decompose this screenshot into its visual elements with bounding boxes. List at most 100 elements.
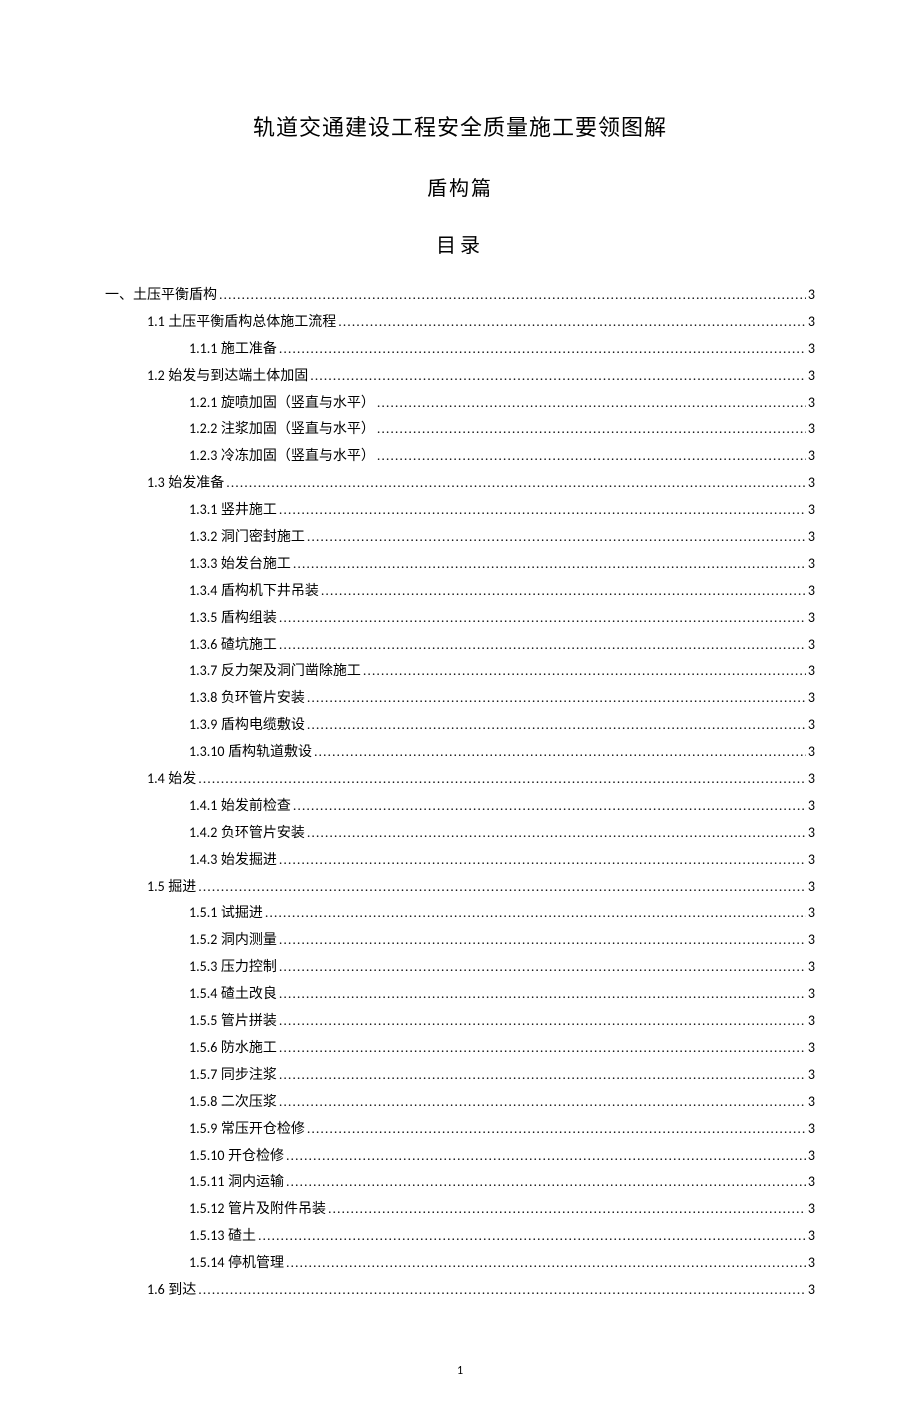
toc-leader-dots <box>226 471 806 497</box>
toc-entry-number: 1.3.4 <box>189 582 217 599</box>
toc-leader-dots <box>279 1009 806 1035</box>
toc-entry-label: 1.3.7 反力架及洞门凿除施工 <box>189 658 361 685</box>
toc-leader-dots <box>279 1036 806 1062</box>
toc-entry-number: 1.5.14 <box>189 1254 224 1271</box>
toc-entry-text: 始发 <box>165 772 197 787</box>
toc-entry-page: 3 <box>808 981 815 1007</box>
toc-leader-dots <box>377 391 806 417</box>
toc-entry-number: 1.2.2 <box>189 420 217 437</box>
toc-entry-page: 3 <box>808 551 815 577</box>
toc-entry-number: 1.6 <box>147 1281 165 1298</box>
toc-entry-number: 1.3.8 <box>189 689 217 706</box>
toc-row: 1.3.9 盾构电缆敷设3 <box>105 712 815 739</box>
toc-entry-page: 3 <box>808 847 815 873</box>
toc-entry-number: 1.3.2 <box>189 528 217 545</box>
toc-entry-label: 1.4.3 始发掘进 <box>189 847 277 874</box>
toc-entry-page: 3 <box>808 739 815 765</box>
toc-entry-text: 盾构轨道敷设 <box>224 745 312 760</box>
toc-entry-number: 1.4 <box>147 770 165 787</box>
toc-entry-page: 3 <box>808 874 815 900</box>
toc-entry-text: 反力架及洞门凿除施工 <box>217 664 361 679</box>
toc-entry-number: 1.5.10 <box>189 1147 224 1164</box>
toc-leader-dots <box>321 579 806 605</box>
toc-entry-label: 1.3.9 盾构电缆敷设 <box>189 712 305 739</box>
toc-leader-dots <box>328 1197 806 1223</box>
toc-entry-label: 1.5.3 压力控制 <box>189 954 277 981</box>
toc-entry-page: 3 <box>808 954 815 980</box>
toc-entry-page: 3 <box>808 900 815 926</box>
toc-row: 1.3.3 始发台施工3 <box>105 551 815 578</box>
toc-entry-page: 3 <box>808 1196 815 1222</box>
toc-entry-page: 3 <box>808 336 815 362</box>
toc-entry-label: 1.2.3 冷冻加固（竖直与水平） <box>189 443 375 470</box>
toc-entry-text: 盾构机下井吊装 <box>217 584 319 599</box>
toc-entry-text: 负环管片安装 <box>217 826 305 841</box>
doc-title-sub: 盾构篇 <box>105 172 815 201</box>
toc-entry-label: 1.2.1 旋喷加固（竖直与水平） <box>189 390 375 417</box>
toc-leader-dots <box>279 1090 806 1116</box>
toc-entry-page: 3 <box>808 632 815 658</box>
toc-row: 1.4.2 负环管片安装3 <box>105 820 815 847</box>
toc-entry-number: 1.5.3 <box>189 958 217 975</box>
toc-row: 1.6 到达3 <box>105 1277 815 1304</box>
toc-leader-dots <box>279 848 806 874</box>
doc-title-main: 轨道交通建设工程安全质量施工要领图解 <box>105 110 815 142</box>
toc-entry-label: 一、土压平衡盾构 <box>105 283 217 309</box>
toc-leader-dots <box>293 794 806 820</box>
toc-entry-page: 3 <box>808 685 815 711</box>
toc-entry-label: 1.5.11 洞内运输 <box>189 1169 284 1196</box>
toc-leader-dots <box>198 767 806 793</box>
toc-entry-number: 1.5.8 <box>189 1093 217 1110</box>
toc-row: 1.5.11 洞内运输 3 <box>105 1169 815 1196</box>
toc-row: 1.5.9 常压开仓检修3 <box>105 1116 815 1143</box>
toc-leader-dots <box>377 417 806 443</box>
toc-leader-dots <box>198 1278 806 1304</box>
toc-entry-label: 1.5.14 停机管理 <box>189 1250 284 1277</box>
toc-row: 1.5.7 同步注浆3 <box>105 1062 815 1089</box>
toc-entry-text: 试掘进 <box>217 906 263 921</box>
toc-entry-label: 1.5.4 碴土改良 <box>189 981 277 1008</box>
toc-entry-page: 3 <box>808 1089 815 1115</box>
toc-row: 1.3.7 反力架及洞门凿除施工 3 <box>105 658 815 685</box>
toc-entry-number: 1.5.2 <box>189 931 217 948</box>
toc-leader-dots <box>219 283 806 309</box>
toc-row: 1.2 始发与到达端土体加固3 <box>105 363 815 390</box>
toc-entry-text: 防水施工 <box>217 1041 277 1056</box>
toc-entry-text: 竖井施工 <box>217 503 277 518</box>
toc-row: 1.5 掘进3 <box>105 874 815 901</box>
toc-entry-page: 3 <box>808 282 815 308</box>
toc-entry-number: 1.5.6 <box>189 1039 217 1056</box>
toc-entry-label: 1.5.8 二次压浆 <box>189 1089 277 1116</box>
toc-entry-page: 3 <box>808 658 815 684</box>
toc-entry-page: 3 <box>808 578 815 604</box>
toc-entry-page: 3 <box>808 497 815 523</box>
toc-entry-label: 1.1 土压平衡盾构总体施工流程 <box>147 309 336 336</box>
toc-entry-text: 碴土 <box>224 1229 256 1244</box>
toc-entry-text: 掘进 <box>165 880 197 895</box>
toc-entry-text: 开仓检修 <box>224 1149 284 1164</box>
toc-row: 1.5.1 试掘进3 <box>105 900 815 927</box>
toc-row: 1.2.2 注浆加固（竖直与水平）3 <box>105 416 815 443</box>
toc-leader-dots <box>279 982 806 1008</box>
toc-entry-number: 1.5.5 <box>189 1012 217 1029</box>
toc-entry-page: 3 <box>808 605 815 631</box>
toc-row: 1.3.1 竖井施工3 <box>105 497 815 524</box>
toc-entry-page: 3 <box>808 1169 815 1195</box>
toc-entry-number: 1.5.11 <box>189 1173 224 1190</box>
toc-entry-label: 1.5.2 洞内测量 <box>189 927 277 954</box>
toc-leader-dots <box>286 1144 806 1170</box>
toc-entry-text: 盾构电缆敷设 <box>217 718 305 733</box>
toc-entry-number: 1.3.7 <box>189 662 217 679</box>
toc-leader-dots <box>279 498 806 524</box>
toc-entry-number: 1.3.9 <box>189 716 217 733</box>
toc-entry-text: 二次压浆 <box>217 1095 277 1110</box>
toc-leader-dots <box>310 364 806 390</box>
toc-entry-label: 1.3.5 盾构组装 <box>189 605 277 632</box>
toc-leader-dots <box>265 901 806 927</box>
toc-entry-label: 1.2.2 注浆加固（竖直与水平） <box>189 416 375 443</box>
toc-leader-dots <box>286 1170 806 1196</box>
toc-entry-page: 3 <box>808 1062 815 1088</box>
toc-entry-number: 1.1.1 <box>189 340 217 357</box>
toc-row: 1.4.3 始发掘进 3 <box>105 847 815 874</box>
toc-leader-dots <box>307 686 806 712</box>
